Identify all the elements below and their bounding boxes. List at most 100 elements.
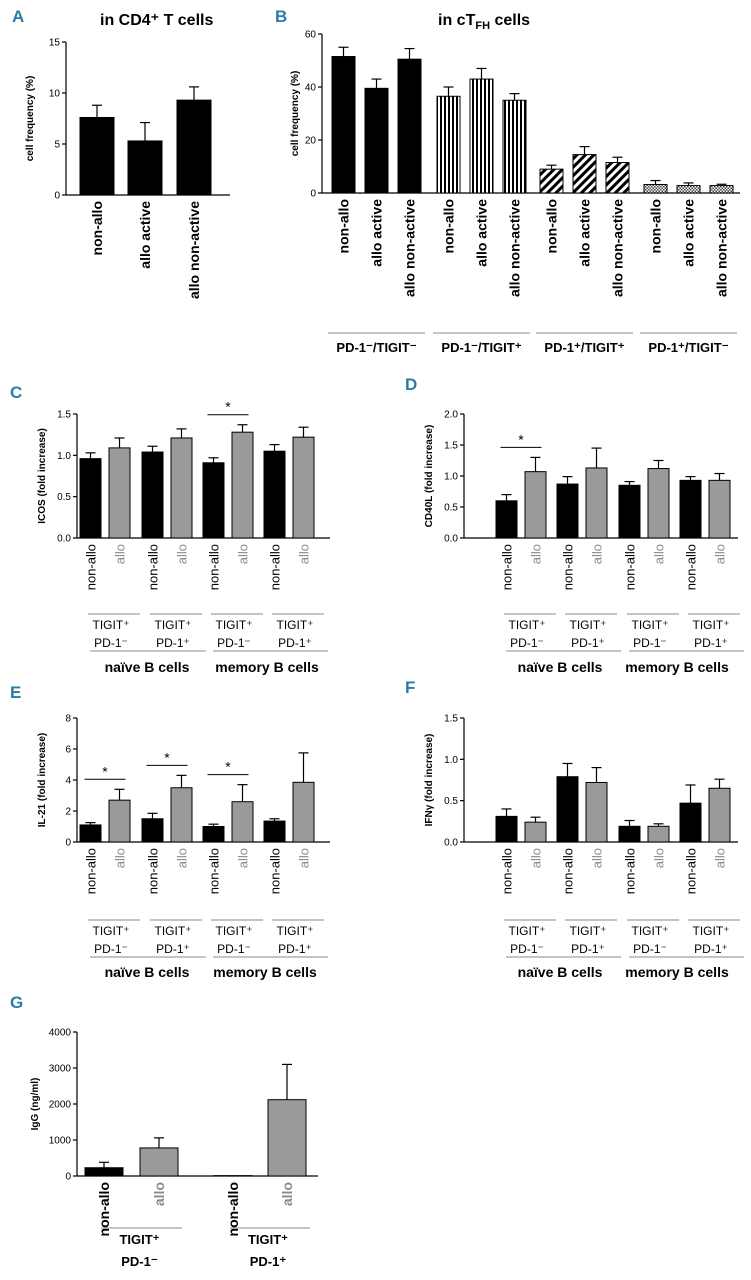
x-category-label: non-allo xyxy=(561,848,576,894)
bar-f-2 xyxy=(556,776,579,843)
x-category-label: allo xyxy=(279,1182,295,1206)
subgroup-label-tigit: TIGIT⁺ xyxy=(93,618,130,632)
bar-c-3 xyxy=(170,437,193,539)
panel-b-title-end: cells xyxy=(490,12,530,29)
x-category-label: allo active xyxy=(681,199,697,267)
x-category-label: non-allo xyxy=(207,544,222,590)
subgroup-label-tigit: TIGIT⁺ xyxy=(693,618,730,632)
subgroup-label-tigit: TIGIT⁺ xyxy=(570,618,607,632)
bar-c-0 xyxy=(79,458,102,539)
y-tick-label: 1.0 xyxy=(444,472,458,483)
x-category-label: non-allo xyxy=(89,201,105,255)
significance-star: * xyxy=(102,763,108,779)
subgroup-label-pd1: PD-1⁺ xyxy=(278,636,312,650)
x-category-label: allo xyxy=(713,848,728,868)
y-tick-label: 1.0 xyxy=(57,451,71,462)
subgroup-label-pd1: PD-1⁺ xyxy=(278,942,312,956)
bar-e-5 xyxy=(231,801,254,843)
bar-g-1 xyxy=(139,1147,179,1177)
bar-b-2-1 xyxy=(572,154,597,194)
bar-c-5 xyxy=(231,431,254,539)
bar-e-3 xyxy=(170,787,193,843)
bar-d-1 xyxy=(524,471,547,539)
y-axis-label: CD40L (fold increase) xyxy=(424,425,435,528)
significance-star: * xyxy=(518,431,524,447)
y-tick-label: 20 xyxy=(305,136,317,147)
panel-label-g: G xyxy=(10,993,23,1012)
x-category-label: non-allo xyxy=(207,848,222,894)
bar-f-4 xyxy=(618,825,641,843)
bar-e-6 xyxy=(263,820,286,843)
bar-c-7 xyxy=(292,436,315,539)
x-category-label: allo xyxy=(113,544,128,564)
x-category-label: allo xyxy=(175,848,190,868)
subgroup-label-tigit: TIGIT⁺ xyxy=(632,618,669,632)
bar-c-1 xyxy=(108,447,131,539)
x-category-label: non-allo xyxy=(684,544,699,590)
x-category-label: allo active xyxy=(369,199,385,267)
x-category-label: allo non-active xyxy=(402,199,418,297)
bar-b-3-2 xyxy=(709,185,734,194)
bar-b-1-2 xyxy=(502,99,527,194)
significance-star: * xyxy=(225,399,231,415)
y-tick-label: 8 xyxy=(65,714,71,725)
subgroup-label-pd1: PD-1⁻ xyxy=(510,942,544,956)
subgroup-label-pd1: PD-1⁺ xyxy=(571,942,605,956)
panel-a-title: in CD4⁺ T cells xyxy=(100,12,213,29)
x-category-label: non-allo xyxy=(684,848,699,894)
x-category-label: allo xyxy=(175,544,190,564)
y-tick-label: 5 xyxy=(54,140,60,151)
y-tick-label: 2.0 xyxy=(444,410,458,421)
x-category-label: non-allo xyxy=(544,199,560,253)
panel-b-title-main: in cT xyxy=(438,12,476,29)
y-axis-label: IgG (ng/ml) xyxy=(30,1078,41,1131)
x-category-label: non-allo xyxy=(146,848,161,894)
bar-b-1-1 xyxy=(469,78,494,194)
bar-b-3-0 xyxy=(643,184,668,194)
bar-g-3 xyxy=(267,1099,307,1177)
subgroup-label-tigit: TIGIT⁺ xyxy=(93,924,130,938)
bar-f-3 xyxy=(585,781,608,843)
bar-d-5 xyxy=(647,468,670,539)
x-category-label: non-allo xyxy=(623,848,638,894)
x-category-label: allo xyxy=(297,544,312,564)
x-category-label: allo non-active xyxy=(610,199,626,297)
x-category-label: non-allo xyxy=(268,848,283,894)
bar-b-0-1 xyxy=(364,87,389,194)
y-tick-label: 40 xyxy=(305,83,317,94)
y-tick-label: 15 xyxy=(49,38,61,49)
y-tick-label: 0.0 xyxy=(57,534,71,545)
y-tick-label: 1.5 xyxy=(444,441,458,452)
bar-b-0-2 xyxy=(397,58,422,194)
subgroup-label-pd1: PD-1⁺ xyxy=(156,636,190,650)
x-category-label: allo xyxy=(652,544,667,564)
y-tick-label: 60 xyxy=(305,30,317,41)
bar-f-5 xyxy=(647,825,670,843)
x-category-label: non-allo xyxy=(268,544,283,590)
y-tick-label: 3000 xyxy=(49,1064,72,1075)
y-tick-label: 0 xyxy=(65,838,71,849)
y-tick-label: 1.5 xyxy=(444,714,458,725)
y-axis-label: IFNγ (fold increase) xyxy=(424,734,435,827)
x-category-label: non-allo xyxy=(441,199,457,253)
x-category-label: allo active xyxy=(474,199,490,267)
y-tick-label: 0.5 xyxy=(444,503,458,514)
significance-star: * xyxy=(164,749,170,765)
subgroup-label-tigit: TIGIT⁺ xyxy=(632,924,669,938)
y-tick-label: 0 xyxy=(54,191,60,202)
x-category-label: non-allo xyxy=(146,544,161,590)
subgroup-label-pd1: PD-1⁻ xyxy=(633,942,667,956)
bar-b-0-0 xyxy=(331,56,356,194)
panel-label-c: C xyxy=(10,383,22,402)
y-tick-label: 2000 xyxy=(49,1100,72,1111)
x-category-label: non-allo xyxy=(500,544,515,590)
x-category-label: allo xyxy=(652,848,667,868)
subgroup-label-tigit: TIGIT⁺ xyxy=(277,924,314,938)
bar-d-7 xyxy=(708,479,731,539)
bar-e-1 xyxy=(108,799,131,843)
group-label: naïve B cells xyxy=(105,964,190,980)
x-category-label: non-allo xyxy=(84,544,99,590)
y-tick-label: 2 xyxy=(65,807,71,818)
group-label: naïve B cells xyxy=(518,659,603,675)
bar-b-1-0 xyxy=(436,95,461,194)
